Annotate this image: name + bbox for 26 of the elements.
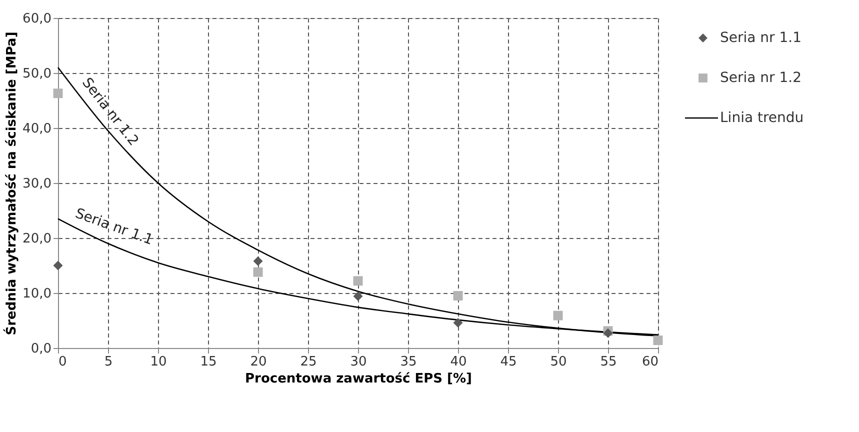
annotation: Seria nr 1.1 [72, 206, 156, 248]
x-tick-label: 30 [350, 354, 367, 370]
x-tick-label: 55 [600, 354, 617, 370]
x-tick-label: 45 [500, 354, 517, 370]
y-tick-label: 0,0 [30, 342, 52, 356]
x-tick-label: 25 [300, 354, 317, 370]
x-axis-title: Procentowa zawartość EPS [%] [245, 372, 472, 386]
y-axis-title: Średnia wytrzymałość na ściskanie [MPa] [2, 32, 20, 336]
x-tick-label: 15 [200, 354, 217, 370]
legend-label: Seria nr 1.1 [720, 30, 802, 46]
x-tick-label: 20 [250, 354, 267, 370]
x-tick-label: 50 [550, 354, 567, 370]
legend-label: Seria nr 1.2 [720, 70, 802, 86]
y-tick-label: 40,0 [22, 122, 52, 136]
x-tick-label: 5 [104, 354, 113, 370]
legend-label: Linia trendu [720, 110, 804, 126]
x-tick-label: 40 [450, 354, 467, 370]
y-tick-label: 10,0 [22, 286, 52, 302]
x-tick-label: 35 [400, 354, 417, 370]
y-tick-label: 60,0 [22, 12, 52, 26]
x-tick-label: 10 [150, 354, 167, 370]
y-tick-label: 30,0 [22, 176, 52, 192]
y-tick-label: 50,0 [22, 66, 52, 82]
x-tick-label: 0 [58, 354, 67, 370]
x-tick-label: 60 [642, 354, 658, 370]
y-tick-label: 20,0 [22, 232, 52, 246]
